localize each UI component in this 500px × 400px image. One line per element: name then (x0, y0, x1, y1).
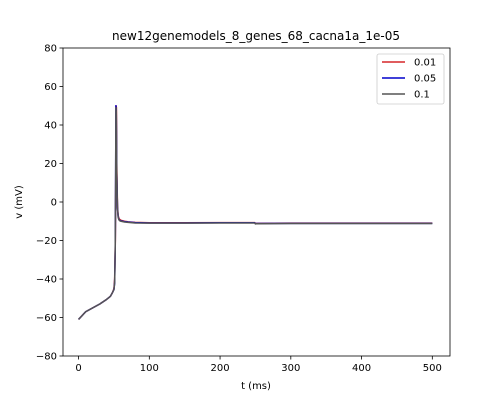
x-tick-label: 300 (281, 363, 300, 374)
y-tick-label: −40 (36, 275, 57, 286)
y-tick-label: 80 (44, 44, 57, 55)
series-line-2 (79, 108, 433, 320)
series-layer (79, 106, 433, 320)
series-line-0 (79, 106, 433, 320)
y-tick-label: 20 (44, 159, 57, 170)
y-axis: −80 −60 −40 −20 0 20 40 60 80 (36, 44, 63, 363)
y-tick-label: 40 (44, 121, 57, 132)
legend-label-1: 0.05 (414, 74, 436, 85)
legend: 0.01 0.05 0.1 (377, 54, 444, 104)
x-tick-label: 0 (75, 363, 81, 374)
x-tick-label: 200 (211, 363, 230, 374)
series-line-1 (79, 106, 433, 320)
x-tick-label: 100 (140, 363, 159, 374)
y-tick-label: −20 (36, 236, 57, 247)
y-axis-label: v (mV) (14, 185, 25, 219)
x-tick-label: 400 (352, 363, 371, 374)
x-axis: 0 100 200 300 400 500 (75, 356, 441, 374)
legend-label-0: 0.01 (414, 58, 436, 69)
legend-label-2: 0.1 (414, 90, 430, 101)
y-tick-label: 60 (44, 82, 57, 93)
y-tick-label: 0 (51, 198, 57, 209)
x-tick-label: 500 (423, 363, 442, 374)
y-tick-label: −80 (36, 352, 57, 363)
y-tick-label: −60 (36, 313, 57, 324)
x-axis-label: t (ms) (241, 381, 271, 392)
chart-title: new12genemodels_8_genes_68_cacna1a_1e-05 (112, 29, 400, 43)
